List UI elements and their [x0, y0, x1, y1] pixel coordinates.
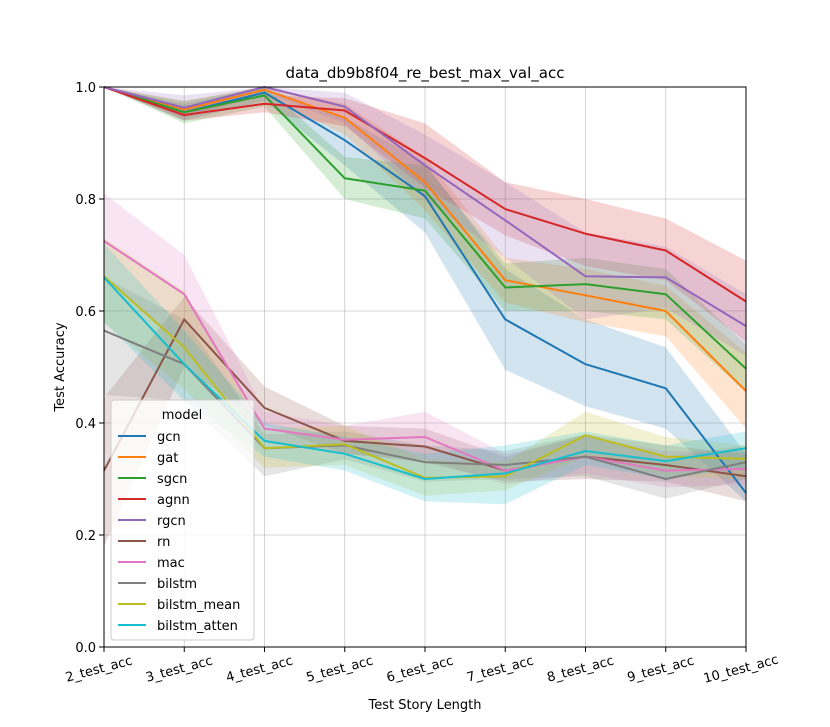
- y-tick-label: 0.6: [75, 305, 96, 320]
- band-gcn: [104, 87, 746, 502]
- band-rn: [104, 297, 746, 547]
- band-bilstm_atten: [104, 243, 746, 505]
- legend-label-rgcn: rgcn: [157, 514, 186, 529]
- legend-title: model: [162, 408, 202, 423]
- legend-label-bilstm_atten: bilstm_atten: [157, 619, 238, 634]
- band-agnn: [104, 87, 746, 342]
- band-bilstm: [104, 277, 746, 499]
- y-tick-label: 0.0: [75, 641, 96, 656]
- y-tick-label: 0.8: [75, 193, 96, 208]
- line-bilstm: [103, 329, 747, 480]
- legend-label-rn: rn: [157, 535, 170, 550]
- y-tick-label: 1.0: [75, 81, 96, 96]
- y-axis-label: Test Accuracy: [53, 322, 68, 412]
- band-rgcn: [104, 87, 746, 356]
- legend-label-mac: mac: [157, 556, 185, 571]
- line-mac: [103, 240, 747, 472]
- legend-box: [110, 399, 255, 641]
- line-agnn: [103, 86, 747, 303]
- band-bilstm_mean: [104, 238, 746, 496]
- line-bilstm_atten: [103, 276, 747, 480]
- legend-label-sgcn: sgcn: [157, 472, 187, 487]
- legend: model gcn gat sgcn agnn rgcn rn mac bilstm bilst…: [110, 399, 255, 641]
- line-rgcn: [103, 86, 747, 327]
- line-rn: [103, 318, 747, 478]
- line-sgcn: [103, 86, 747, 370]
- y-tick-label: 0.2: [75, 529, 96, 544]
- band-mac: [104, 193, 746, 488]
- chart-title: data_db9b8f04_re_best_max_val_acc: [286, 64, 565, 83]
- confidence-bands: [104, 87, 746, 547]
- y-tick-label: 0.4: [75, 417, 96, 432]
- legend-label-agnn: agnn: [157, 493, 190, 508]
- line-bilstm_mean: [103, 275, 747, 479]
- series-lines: [103, 86, 747, 494]
- y-axis: 0.0 0.2 0.4 0.6 0.8 1.0: [75, 81, 104, 656]
- legend-label-bilstm: bilstm: [157, 577, 197, 592]
- legend-label-gcn: gcn: [157, 430, 181, 445]
- legend-label-bilstm_mean: bilstm_mean: [157, 598, 240, 613]
- x-axis-label: Test Story Length: [367, 698, 481, 713]
- line-gat: [103, 86, 747, 392]
- legend-label-gat: gat: [157, 451, 178, 466]
